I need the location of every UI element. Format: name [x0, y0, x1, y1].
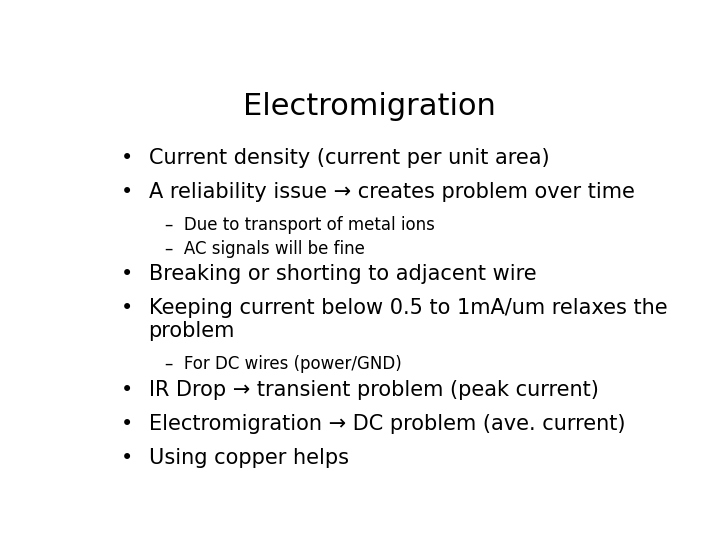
Text: •: • — [121, 414, 133, 434]
Text: •: • — [121, 265, 133, 285]
Text: –  Due to transport of metal ions: – Due to transport of metal ions — [166, 216, 435, 234]
Text: •: • — [121, 182, 133, 202]
Text: Breaking or shorting to adjacent wire: Breaking or shorting to adjacent wire — [148, 265, 536, 285]
Text: •: • — [121, 448, 133, 468]
Text: Keeping current below 0.5 to 1mA/um relaxes the: Keeping current below 0.5 to 1mA/um rela… — [148, 299, 667, 319]
Text: •: • — [121, 380, 133, 400]
Text: IR Drop → transient problem (peak current): IR Drop → transient problem (peak curren… — [148, 380, 598, 400]
Text: Electromigration: Electromigration — [243, 92, 495, 121]
Text: Using copper helps: Using copper helps — [148, 448, 348, 468]
Text: •: • — [121, 299, 133, 319]
Text: problem: problem — [148, 321, 235, 341]
Text: Electromigration → DC problem (ave. current): Electromigration → DC problem (ave. curr… — [148, 414, 625, 434]
Text: Current density (current per unit area): Current density (current per unit area) — [148, 148, 549, 168]
Text: –  AC signals will be fine: – AC signals will be fine — [166, 240, 365, 258]
Text: A reliability issue → creates problem over time: A reliability issue → creates problem ov… — [148, 182, 634, 202]
Text: •: • — [121, 148, 133, 168]
Text: –  For DC wires (power/GND): – For DC wires (power/GND) — [166, 355, 402, 374]
